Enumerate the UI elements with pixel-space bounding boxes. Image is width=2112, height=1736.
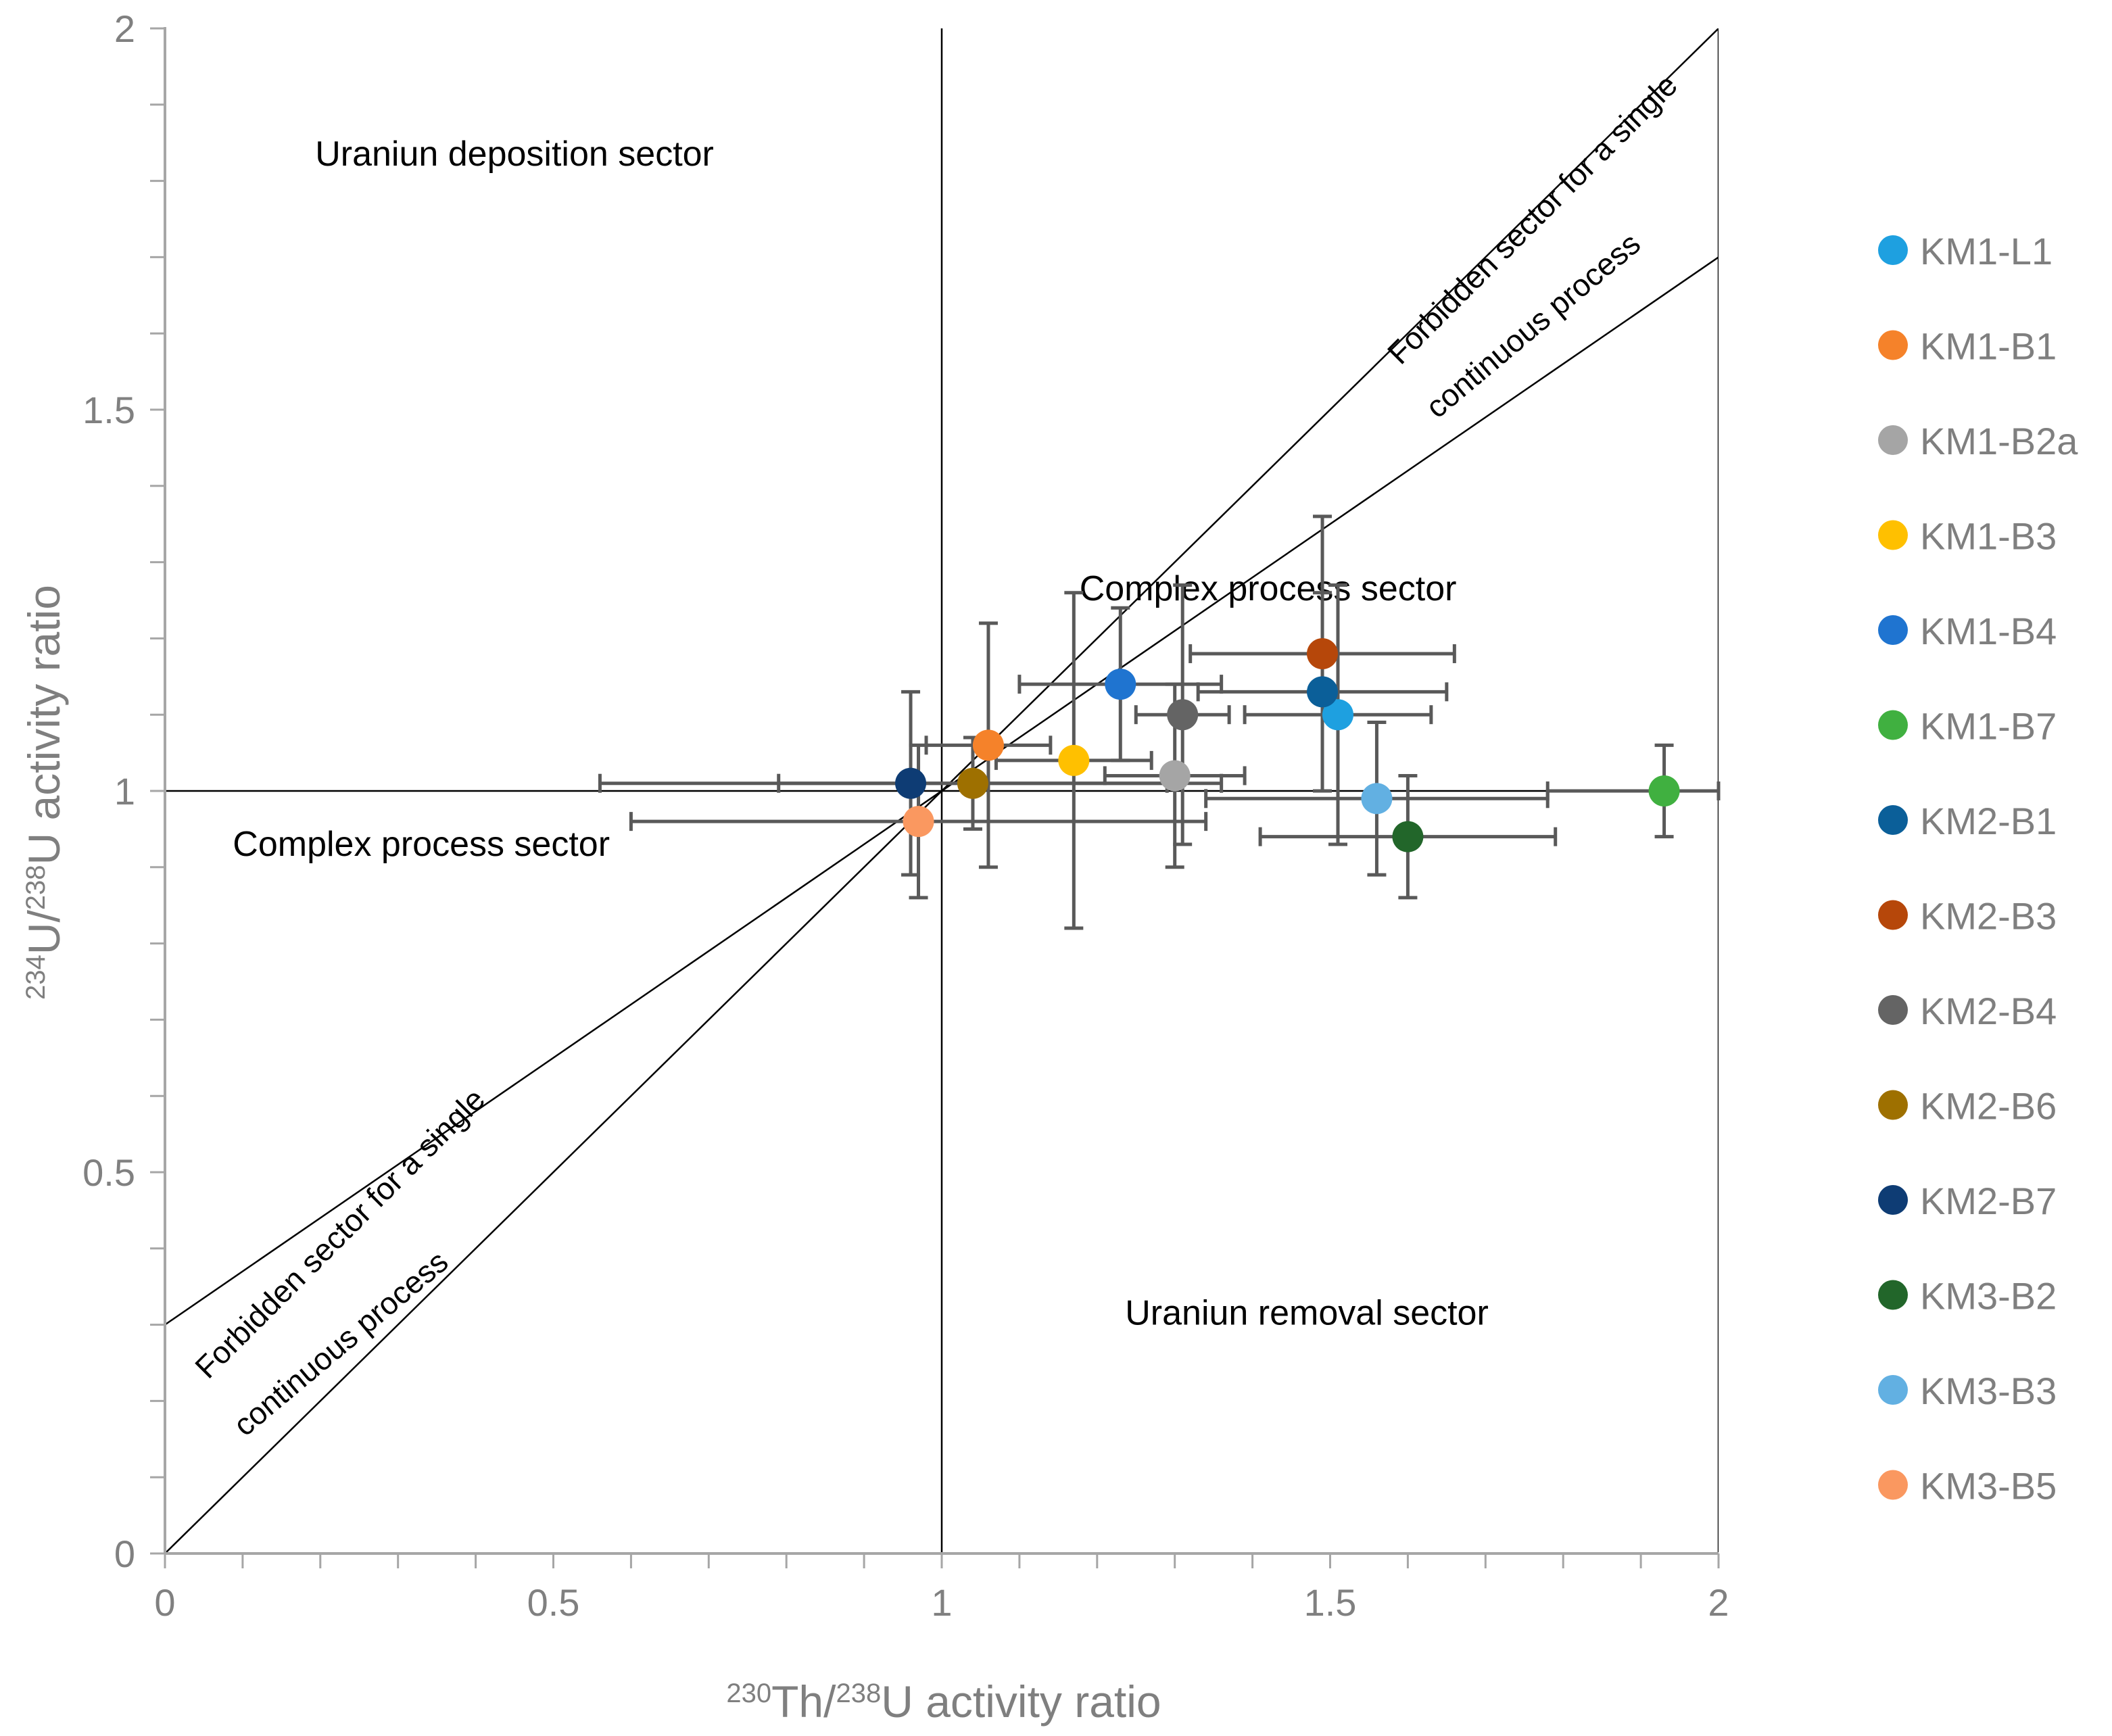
legend-marker-KM2-B7	[1878, 1185, 1908, 1215]
legend-marker-KM1-B3	[1878, 520, 1908, 550]
x-tick-label: 0.5	[527, 1581, 580, 1624]
sector-label-5: continuous process	[1419, 226, 1647, 425]
legend-marker-KM2-B1	[1878, 805, 1908, 835]
legend-label-KM2-B6: KM2-B6	[1920, 1085, 2057, 1128]
y-tick-label: 0	[114, 1533, 135, 1575]
plot-area	[165, 28, 1719, 1553]
x-tick-label: 1	[931, 1581, 952, 1624]
legend-marker-KM1-B2a	[1878, 425, 1908, 455]
legend-label-KM1-B7: KM1-B7	[1920, 705, 2057, 748]
y-tick-label: 1.5	[82, 389, 135, 431]
x-axis-title: 230Th/238U activity ratio	[726, 1677, 1161, 1727]
point-KM1-L1	[1322, 699, 1353, 731]
legend-label-KM1-B3: KM1-B3	[1920, 515, 2057, 558]
point-KM1-B2a	[1159, 760, 1191, 792]
point-KM1-B1	[972, 729, 1004, 761]
point-KM3-B3	[1361, 783, 1393, 815]
point-KM2-B3	[1307, 637, 1339, 669]
legend-marker-KM1-B4	[1878, 615, 1908, 645]
legend-label-KM1-L1: KM1-L1	[1920, 230, 2053, 272]
error-bar-KM1-B7	[1545, 743, 1721, 839]
sector-label-0: Uraniun deposition sector	[315, 135, 714, 174]
legend-label-KM3-B5: KM3-B5	[1920, 1465, 2057, 1508]
sector-label-1: Complex process sector	[1080, 569, 1457, 608]
y-tick-label: 0.5	[82, 1151, 135, 1194]
legend-marker-KM3-B5	[1878, 1470, 1908, 1500]
legend-label-KM3-B3: KM3-B3	[1920, 1370, 2057, 1412]
legend-label-KM2-B4: KM2-B4	[1920, 990, 2057, 1032]
sector-label-7: continuous process	[226, 1244, 454, 1443]
x-tick-label: 0	[154, 1581, 175, 1624]
legend-marker-KM2-B6	[1878, 1090, 1908, 1120]
sector-label-3: Uraniun removal sector	[1125, 1294, 1489, 1333]
sector-annotations: Uraniun deposition sector Complex process…	[188, 67, 1684, 1443]
legend: KM1-L1 KM1-B1 KM1-B2a KM1-B3 KM1-B4 KM1-B7 KM2…	[1878, 230, 2078, 1508]
sector-label-2: Complex process sector	[233, 825, 610, 864]
y-tick-label: 1	[114, 770, 135, 813]
y-tick-label: 2	[114, 7, 135, 50]
legend-label-KM2-B7: KM2-B7	[1920, 1180, 2057, 1222]
legend-label-KM1-B2a: KM1-B2a	[1920, 420, 2078, 462]
legend-marker-KM2-B4	[1878, 995, 1908, 1025]
legend-label-KM3-B2: KM3-B2	[1920, 1275, 2057, 1318]
legend-marker-KM1-L1	[1878, 235, 1908, 265]
point-KM2-B1	[1307, 676, 1339, 708]
legend-marker-KM1-B1	[1878, 330, 1908, 360]
legend-marker-KM3-B3	[1878, 1375, 1908, 1405]
x-tick-label: 2	[1708, 1581, 1729, 1624]
legend-marker-KM2-B3	[1878, 900, 1908, 930]
x-tick-label: 1.5	[1304, 1581, 1357, 1624]
legend-label-KM2-B3: KM2-B3	[1920, 895, 2057, 938]
point-KM3-B5	[903, 806, 934, 838]
legend-label-KM2-B1: KM2-B1	[1920, 800, 2057, 842]
legend-label-KM1-B1: KM1-B1	[1920, 325, 2057, 368]
legend-label-KM1-B4: KM1-B4	[1920, 610, 2057, 652]
point-KM2-B6	[957, 767, 988, 799]
reference-line-slope-0.7-line	[165, 256, 1719, 1326]
point-KM2-B7	[895, 767, 927, 799]
axes: 0 0.5 1 1.5 2 0 0.5 1 1.5 2	[82, 7, 1729, 1624]
legend-marker-KM1-B7	[1878, 710, 1908, 740]
point-KM2-B4	[1167, 699, 1199, 731]
point-KM1-B7	[1648, 775, 1680, 806]
data-points	[895, 637, 1680, 852]
legend-marker-KM3-B2	[1878, 1280, 1908, 1310]
point-KM1-B3	[1058, 744, 1090, 776]
point-KM1-B4	[1105, 669, 1136, 700]
y-axis-title: 234U/238U activity ratio	[19, 585, 69, 1000]
point-KM3-B2	[1392, 821, 1424, 852]
